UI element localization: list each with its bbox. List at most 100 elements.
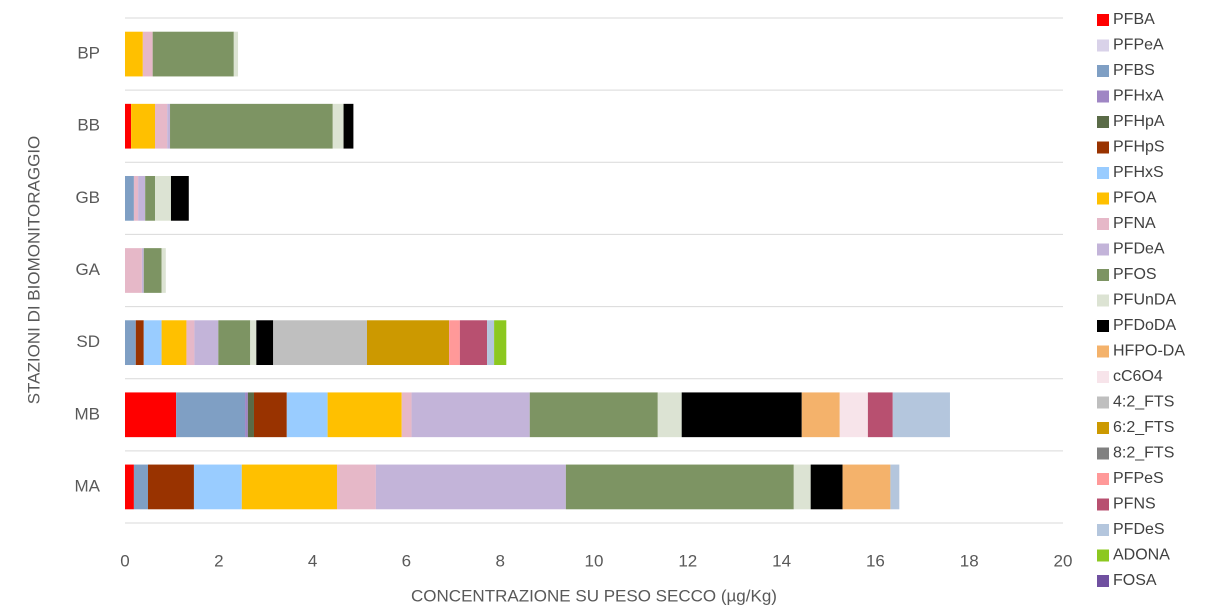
bar-segment xyxy=(125,103,132,149)
legend-swatch xyxy=(1097,39,1109,52)
bar-segment xyxy=(375,464,566,510)
x-axis-title: CONCENTRAZIONE SU PESO SECCO (µg/Kg) xyxy=(411,586,777,605)
legend-label: PFNS xyxy=(1113,496,1156,513)
legend-label: PFDoDA xyxy=(1113,317,1176,334)
bar-segment xyxy=(411,392,530,438)
legend-swatch xyxy=(1097,575,1109,587)
legend-label: PFHxS xyxy=(1113,164,1164,181)
x-tick-label: 4 xyxy=(308,551,317,570)
legend-label: PFDeA xyxy=(1113,241,1165,258)
bar-segment xyxy=(143,248,162,293)
bar-segment xyxy=(842,464,891,510)
x-tick-label: 14 xyxy=(772,551,791,570)
legend-swatch xyxy=(1097,167,1109,179)
bar-segment xyxy=(247,392,254,438)
bar-segment xyxy=(125,392,177,438)
bar-segment xyxy=(125,31,143,77)
bar-segment xyxy=(343,103,354,149)
bar-segment xyxy=(161,320,187,366)
bar-segment xyxy=(253,392,287,438)
bar-segment xyxy=(133,175,139,221)
legend-swatch xyxy=(1097,473,1109,485)
legend-swatch xyxy=(1097,447,1109,460)
bar-segment xyxy=(141,248,144,293)
bar-segment xyxy=(135,320,144,366)
legend-label: PFOA xyxy=(1113,190,1157,207)
legend-label: PFBS xyxy=(1113,62,1155,79)
bar-segment xyxy=(167,103,171,149)
bar-segment xyxy=(155,103,168,149)
bar-segment xyxy=(565,464,794,510)
legend-swatch xyxy=(1097,90,1109,103)
bar-segment xyxy=(336,464,376,510)
legend-label: FOSA xyxy=(1113,572,1157,589)
legend-swatch xyxy=(1097,422,1109,434)
bar-segment xyxy=(890,464,900,510)
bar-segment xyxy=(327,392,402,438)
bar-segment xyxy=(892,392,950,438)
y-tick-label: GA xyxy=(75,260,100,279)
bar-segment xyxy=(657,392,682,438)
bar-segment xyxy=(449,320,460,366)
bar-segment xyxy=(138,175,146,221)
bar-segment xyxy=(145,175,156,221)
legend-label: 4:2_FTS xyxy=(1113,394,1174,411)
legend-swatch xyxy=(1097,524,1109,536)
legend-swatch xyxy=(1097,14,1109,26)
bar-segment xyxy=(250,320,257,366)
bar-segment xyxy=(401,392,412,438)
bar-segment xyxy=(131,103,156,149)
x-tick-label: 20 xyxy=(1054,551,1073,570)
y-tick-label: MA xyxy=(75,476,101,495)
bar-segment xyxy=(193,464,242,510)
bar-segment xyxy=(142,31,153,77)
legend-label: PFHpA xyxy=(1113,113,1165,130)
bar-segment xyxy=(194,320,219,366)
bar-segment xyxy=(155,175,171,221)
bar-segment xyxy=(286,392,328,438)
x-tick-label: 10 xyxy=(585,551,604,570)
bar-segment xyxy=(494,320,507,366)
legend-swatch xyxy=(1097,243,1109,256)
bar-segment xyxy=(218,320,251,366)
y-tick-label: BB xyxy=(77,116,100,135)
x-tick-label: 2 xyxy=(214,551,223,570)
legend-label: PFHxA xyxy=(1113,88,1164,105)
x-tick-label: 18 xyxy=(960,551,979,570)
bar-segment xyxy=(256,320,274,366)
legend-swatch xyxy=(1097,116,1109,128)
bar-segment xyxy=(273,320,368,366)
bar-segment xyxy=(529,392,658,438)
legend-swatch xyxy=(1097,294,1109,307)
legend-label: PFOS xyxy=(1113,266,1157,283)
y-tick-label: MB xyxy=(75,404,101,423)
bar-segment xyxy=(810,464,843,510)
bar-segment xyxy=(681,392,802,438)
legend-swatch xyxy=(1097,269,1109,281)
legend-label: PFHpS xyxy=(1113,139,1165,156)
y-tick-label: BP xyxy=(77,44,100,63)
legend-label: PFDeS xyxy=(1113,521,1165,538)
bar-segment xyxy=(147,464,194,510)
bar-segment xyxy=(133,464,148,510)
bar-segment xyxy=(233,31,239,77)
y-tick-label: GB xyxy=(75,188,100,207)
legend-swatch xyxy=(1097,396,1109,409)
legend-swatch xyxy=(1097,320,1109,332)
bar-segment xyxy=(245,392,248,438)
bar-segment xyxy=(839,392,868,438)
bar-segment xyxy=(125,175,134,221)
bar-segment xyxy=(867,392,893,438)
bar-segment xyxy=(125,248,142,293)
legend-label: PFUnDA xyxy=(1113,292,1176,309)
legend-label: PFBA xyxy=(1113,11,1155,28)
bar-segment xyxy=(170,103,333,149)
bar-segment xyxy=(143,320,162,366)
bar-segment xyxy=(161,248,166,293)
bar-segment xyxy=(459,320,488,366)
bar-segment xyxy=(186,320,195,366)
legend-swatch xyxy=(1097,192,1109,205)
bar-segment xyxy=(801,392,840,438)
y-axis-title: STAZIONI DI BIOMONITORAGGIO xyxy=(24,136,43,405)
